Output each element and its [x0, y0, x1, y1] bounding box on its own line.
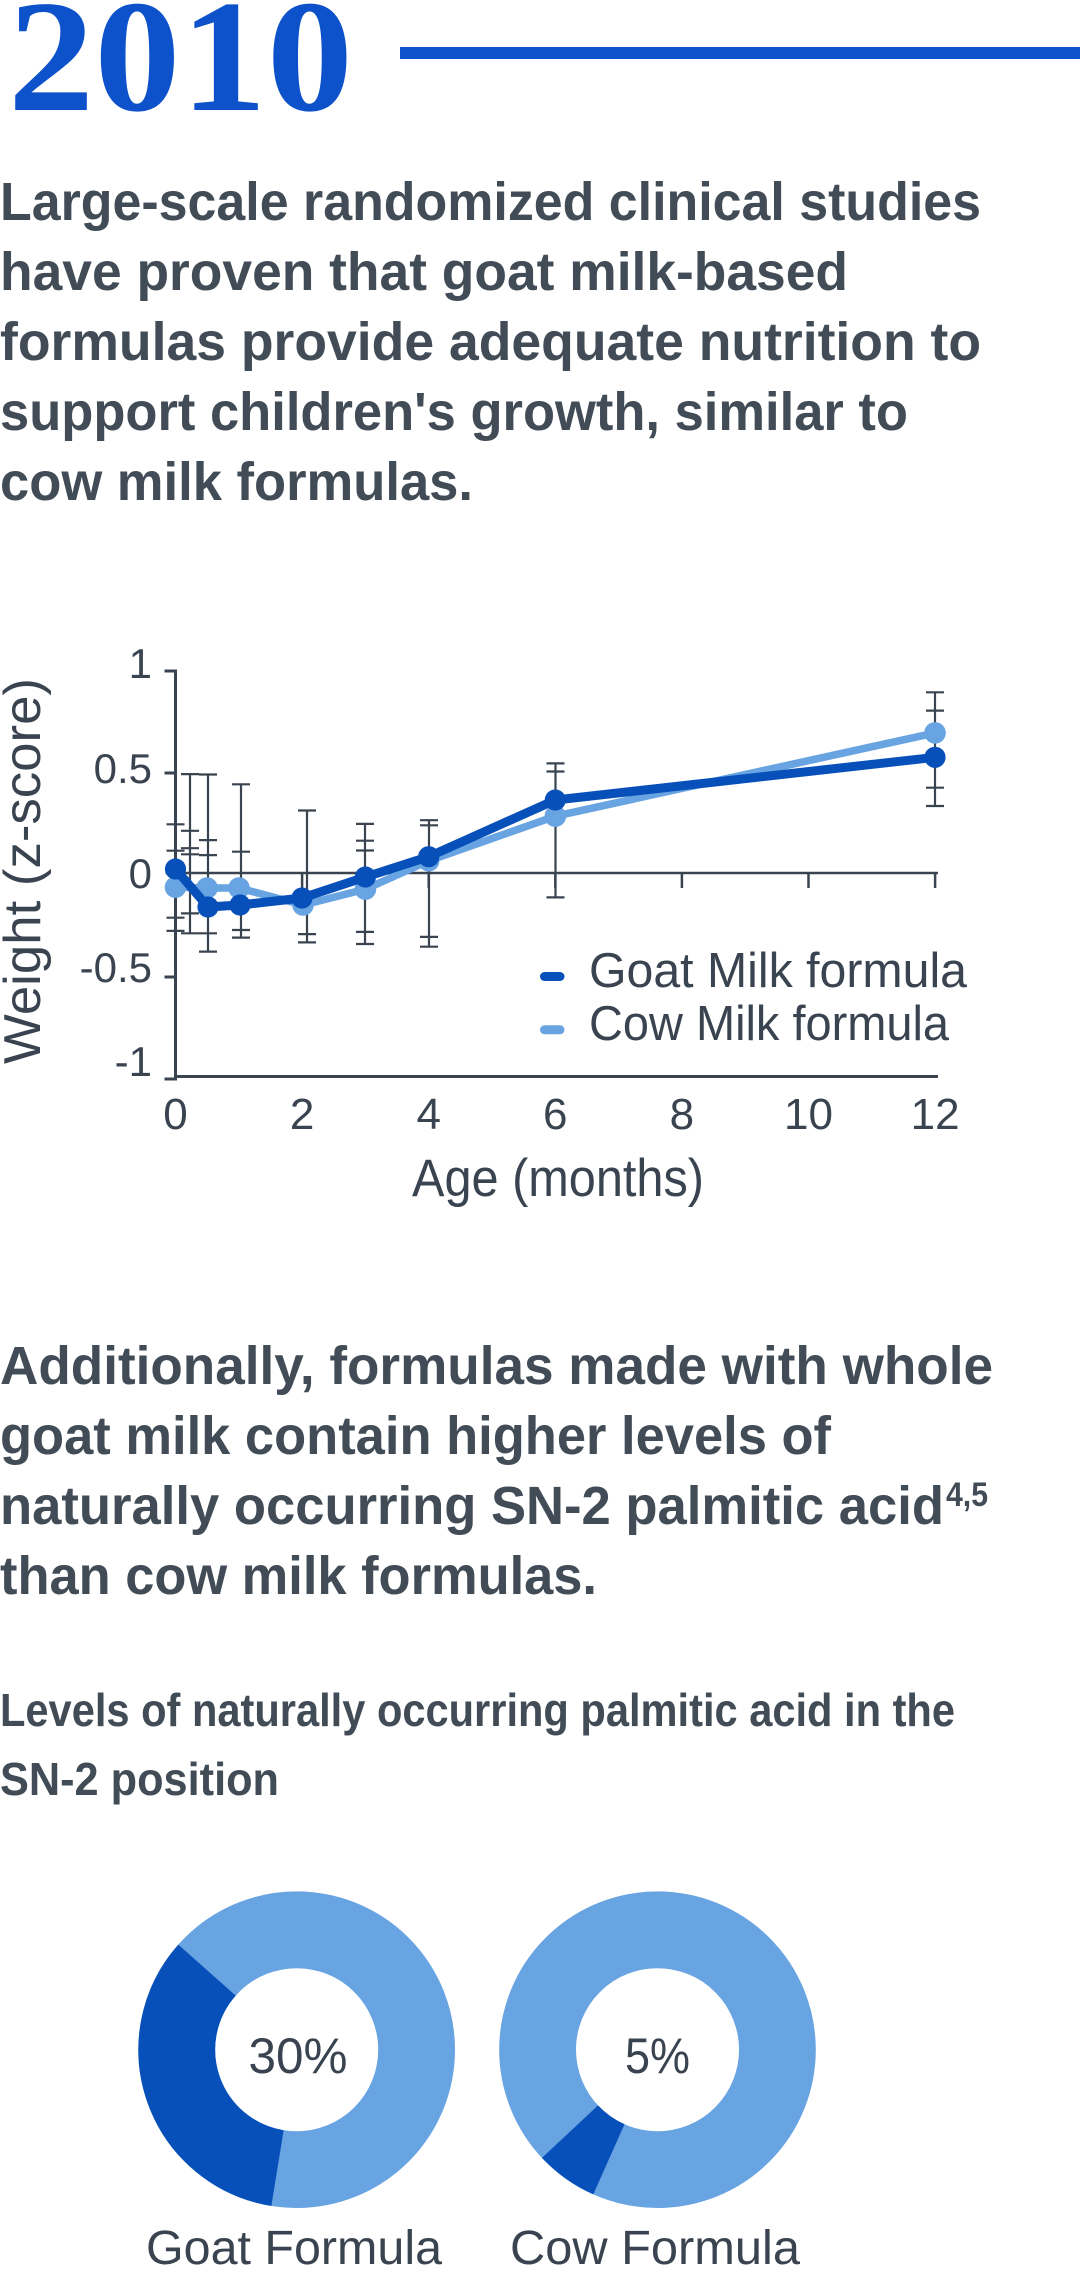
svg-text:6: 6 — [543, 1090, 567, 1139]
svg-text:Large-scale randomized clinica: Large-scale randomized clinical studies — [0, 172, 981, 232]
svg-text:Age (months): Age (months) — [412, 1149, 704, 1208]
svg-text:2: 2 — [290, 1090, 314, 1139]
svg-text:1: 1 — [129, 640, 152, 687]
svg-text:Additionally, formulas made wi: Additionally, formulas made with whole — [0, 1336, 993, 1396]
svg-text:Cow Milk formula: Cow Milk formula — [589, 997, 950, 1051]
svg-text:10: 10 — [784, 1090, 833, 1139]
svg-text:cow milk formulas.: cow milk formulas. — [0, 452, 473, 512]
svg-text:formulas provide adequate nutr: formulas provide adequate nutrition to — [0, 312, 981, 372]
svg-text:12: 12 — [911, 1090, 960, 1139]
svg-text:4: 4 — [416, 1090, 440, 1139]
svg-text:Goat Milk formula: Goat Milk formula — [589, 944, 968, 998]
svg-text:SN-2 position: SN-2 position — [0, 1753, 279, 1805]
svg-text:0: 0 — [129, 850, 152, 897]
svg-text:0.5: 0.5 — [94, 745, 152, 792]
svg-text:support children's growth, sim: support children's growth, similar to — [0, 382, 908, 442]
svg-text:2010: 2010 — [8, 0, 353, 145]
svg-text:0: 0 — [163, 1090, 187, 1139]
svg-text:Levels of naturally occurring: Levels of naturally occurring palmitic a… — [0, 1684, 955, 1736]
svg-text:-1: -1 — [115, 1038, 152, 1085]
svg-text:than cow milk formulas.: than cow milk formulas. — [0, 1546, 597, 1606]
svg-text:Weight (z-score): Weight (z-score) — [0, 678, 52, 1064]
svg-text:30%: 30% — [249, 2028, 348, 2084]
svg-text:Goat Formula: Goat Formula — [146, 2222, 442, 2266]
svg-text:8: 8 — [670, 1090, 694, 1139]
svg-text:5%: 5% — [625, 2028, 690, 2084]
svg-text:-0.5: -0.5 — [80, 944, 152, 991]
svg-text:have proven that goat milk-bas: have proven that goat milk-based — [0, 242, 848, 302]
svg-text:goat milk contain higher level: goat milk contain higher levels of — [0, 1406, 832, 1466]
svg-text:4,5: 4,5 — [946, 1476, 988, 1514]
svg-text:naturally occurring SN-2 palmi: naturally occurring SN-2 palmitic acid — [0, 1476, 944, 1536]
svg-text:Cow Formula: Cow Formula — [510, 2222, 800, 2266]
